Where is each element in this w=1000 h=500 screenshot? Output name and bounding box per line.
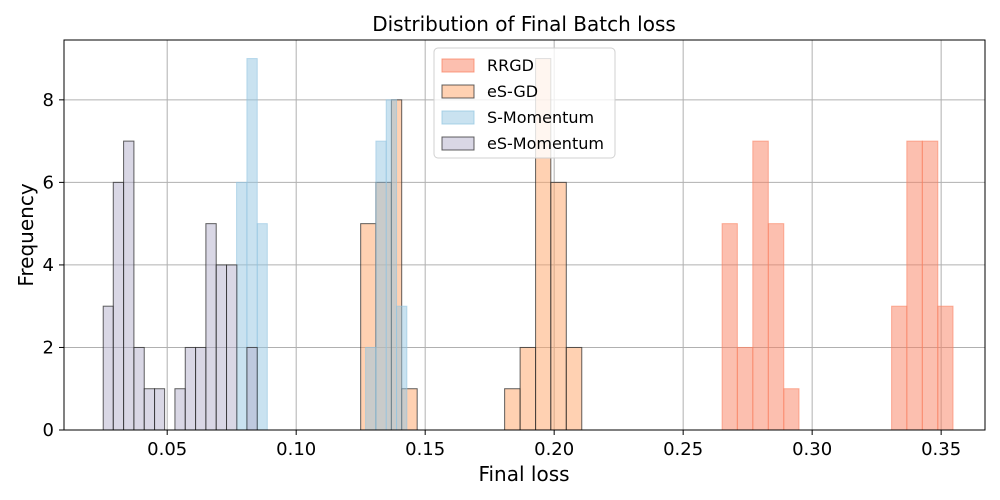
histogram-bar [937,305,954,431]
y-tick-label: 0 [43,420,54,441]
legend-swatch [441,58,475,73]
histogram-bar [365,346,377,431]
histogram-bar [123,140,135,431]
chart-title: Distribution of Final Batch loss [372,12,676,36]
histogram-bar [396,305,408,431]
y-tick-label: 4 [43,255,54,276]
legend-swatch [441,84,475,99]
x-axis: 0.05 0.10 0.15 0.20 0.25 0.30 0.35 [147,430,961,460]
histogram-bar [783,388,800,431]
y-axis-label: Frequency [14,183,38,286]
histogram-bar [246,346,258,431]
histogram-bar [906,140,923,431]
histogram-bar [565,346,583,431]
x-tick-label: 0.10 [276,439,316,460]
histogram-bar [205,223,217,431]
x-tick-label: 0.30 [792,439,832,460]
x-tick-label: 0.25 [663,439,703,460]
legend-swatch [441,136,475,151]
histogram-bar [133,346,145,431]
x-tick-label: 0.35 [921,439,961,460]
legend-label: eS-Momentum [487,134,604,153]
x-tick-label: 0.20 [534,439,574,460]
histogram-bar [195,346,207,431]
histogram-bar [385,99,398,431]
histogram-bar [256,223,268,431]
histogram-bar [102,305,114,431]
x-tick-label: 0.05 [147,439,187,460]
x-tick-label: 0.15 [405,439,445,460]
y-tick-label: 8 [43,90,54,111]
histogram-bar [519,346,537,431]
bars-layer [102,58,954,431]
histogram-bar [752,140,769,431]
histogram-bar [174,388,186,431]
histogram-bar [143,388,156,431]
legend-box [433,47,616,159]
legend-label: S-Momentum [487,108,594,127]
series-s-momentum [236,58,408,431]
histogram-bar [721,223,738,431]
plot-frame [63,39,986,431]
legend-swatch [441,110,475,125]
histogram-bar [236,181,248,431]
histogram-bar [375,140,387,431]
histogram-bar [736,346,754,431]
histogram-bar [226,264,238,431]
histogram-bar [891,305,908,431]
x-axis-label: Final loss [478,462,569,486]
legend-label: eS-GD [487,82,538,101]
histogram-bar [550,181,567,431]
histogram-bar [504,388,521,431]
legend-label: RRGD [487,56,534,75]
y-tick-label: 6 [43,172,54,193]
histogram-bar [184,346,197,431]
y-axis: 0 2 4 6 8 [43,90,64,441]
histogram-bar [154,388,166,431]
histogram-bar [767,223,785,431]
histogram-bar [112,181,125,431]
histogram-bar [215,264,228,431]
y-tick-label: 2 [43,337,54,358]
histogram-bar [921,140,939,431]
legend: RRGD eS-GD S-Momentum eS-Momentum [433,47,616,159]
